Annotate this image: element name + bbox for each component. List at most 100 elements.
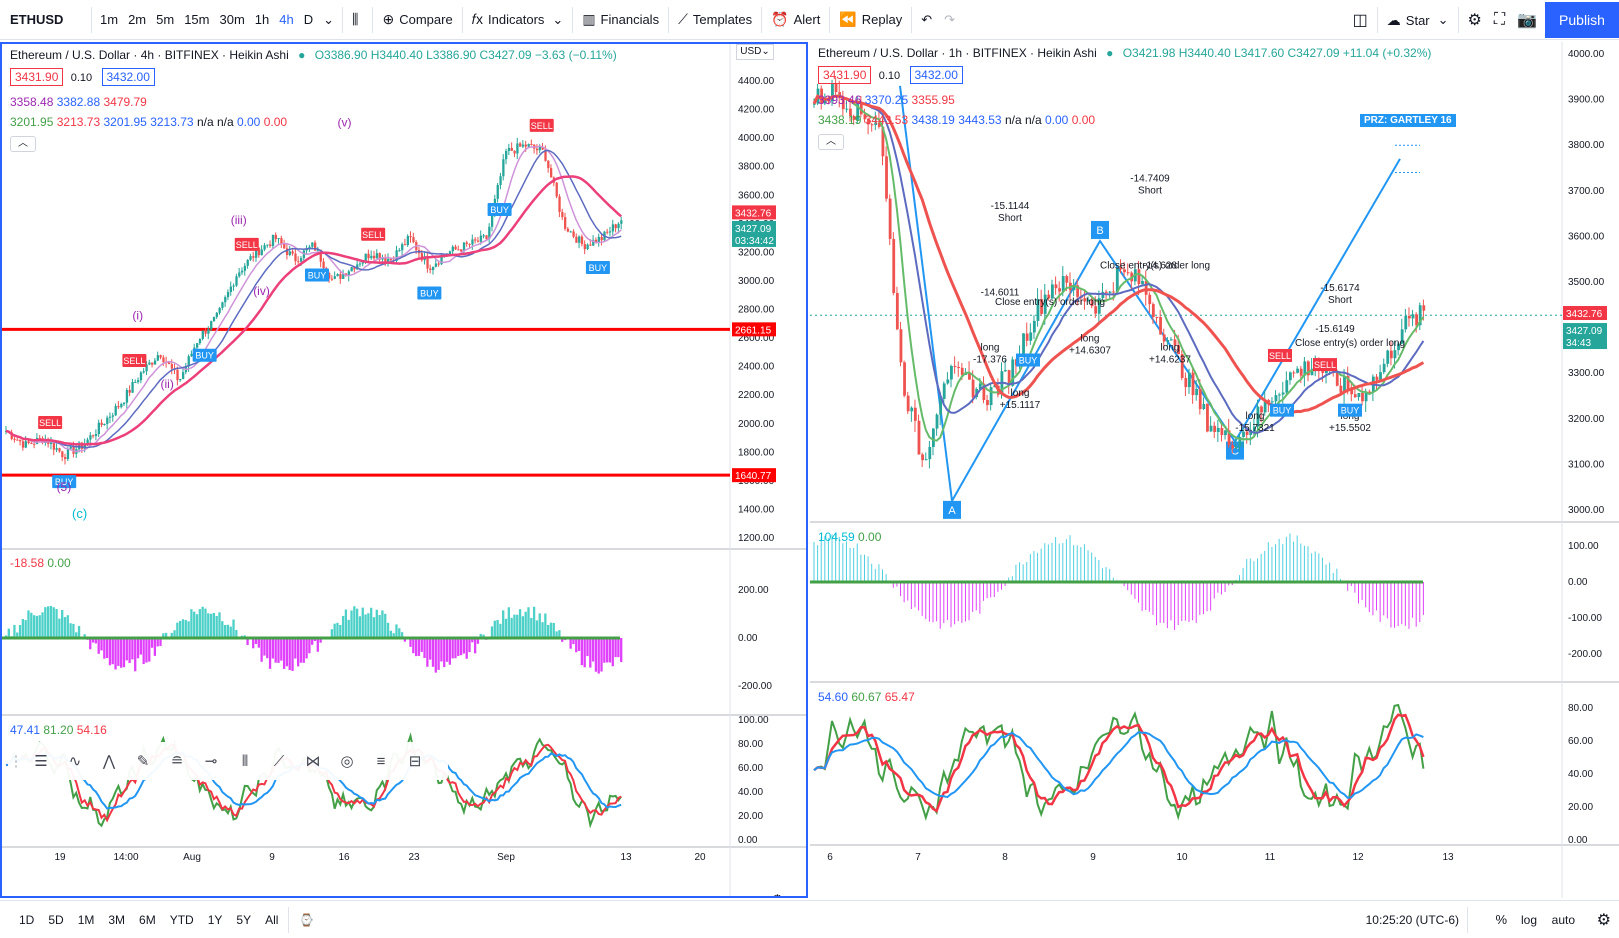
candle-body	[1072, 285, 1076, 291]
range-all[interactable]: All	[265, 912, 279, 927]
calendar-icon: ⌚	[299, 912, 315, 927]
pattern-tool-icon[interactable]: ⋈	[305, 753, 321, 770]
candle-body	[935, 414, 939, 429]
ray-tool-icon[interactable]: ⊸	[204, 753, 218, 770]
interval-30m[interactable]: 30m	[219, 12, 245, 27]
candle-body	[260, 249, 263, 256]
candle-body	[1076, 285, 1080, 297]
candle-body	[294, 253, 297, 262]
candle-body	[928, 446, 932, 460]
left-chart-pane[interactable]: 4400.004200.004000.003800.003600.003400.…	[0, 42, 808, 898]
drawing-toolbar: ⋮ ☰ ∿ ⋀ ✎ ≘ ⊸ ⫴ ⟋ ⋈ ◎ ≡ ⊟	[8, 742, 448, 780]
range-ytd[interactable]: YTD	[169, 912, 194, 927]
interval-5m[interactable]: 5m	[156, 12, 175, 27]
range-6m[interactable]: 6M	[139, 912, 156, 927]
candle-body	[353, 267, 356, 270]
time-tick: 13	[620, 852, 632, 863]
financials-button[interactable]: ▥ Financials	[576, 0, 665, 40]
interval-4h[interactable]: 4h	[279, 12, 294, 27]
ask-price[interactable]: 3432.00	[101, 68, 155, 86]
drag-handle[interactable]: ⋮	[8, 753, 24, 770]
star-button[interactable]: ☁ Star ⌄	[1381, 0, 1455, 40]
symbol-search[interactable]: ETHUSD	[10, 12, 64, 27]
candle-body	[946, 379, 950, 384]
candle-body	[316, 249, 320, 251]
range-3m[interactable]: 3M	[108, 912, 126, 927]
price-tick: 3000.00	[738, 276, 775, 287]
ma-price-tag-text: 3432.76	[735, 208, 772, 219]
bid-price[interactable]: 3431.90	[818, 66, 872, 84]
range-1y[interactable]: 1Y	[207, 912, 223, 927]
chevron-down-icon: ⌄	[1437, 12, 1449, 27]
rsi-tick: 80.00	[738, 739, 763, 750]
range-1d[interactable]: 1D	[19, 912, 35, 927]
candle-body	[1058, 288, 1062, 292]
candle-body	[252, 256, 255, 258]
snapshot-button[interactable]: 📷	[1511, 0, 1543, 40]
currency-button[interactable]: USD⌄	[736, 44, 774, 60]
ma-price-text: 3432.76	[1566, 309, 1603, 320]
bars-tool-icon[interactable]: ⫴	[241, 752, 249, 770]
range-5d[interactable]: 5D	[48, 912, 64, 927]
collapse-legend-button[interactable]: ︿	[818, 134, 844, 150]
replay-button[interactable]: ⏪ Replay	[833, 0, 908, 40]
osc-value: -18.58	[10, 556, 45, 570]
right-chart-canvas[interactable]: 4000.00 3900.00 3800.00 3700.00 3600.00 3500.…	[810, 42, 1619, 898]
layout-button[interactable]: ◫	[1347, 0, 1374, 40]
ask-price[interactable]: 3432.00	[909, 66, 963, 84]
trendline-tool-icon[interactable]: ⟋	[273, 752, 285, 770]
publish-button[interactable]: Publish	[1545, 2, 1619, 38]
interval-1m[interactable]: 1m	[100, 12, 119, 27]
range-1m[interactable]: 1M	[77, 912, 95, 927]
signal-buy	[305, 268, 329, 282]
settings-button[interactable]: ⚙	[1597, 910, 1611, 930]
templates-button[interactable]: ⟋ Templates	[672, 0, 758, 40]
goto-date-button[interactable]: ⌚	[292, 913, 321, 927]
candle-body	[274, 234, 277, 240]
interval-2m[interactable]: 2m	[128, 12, 147, 27]
undo-button[interactable]: ↶	[915, 0, 938, 40]
settings-button[interactable]: ⚙	[1462, 0, 1488, 40]
divider	[1457, 7, 1459, 33]
candle-body	[575, 236, 578, 243]
wave-tool-icon[interactable]: ∿	[68, 753, 82, 770]
point-label: C	[1231, 446, 1239, 458]
candle-body	[229, 286, 233, 292]
candle-body	[549, 168, 553, 178]
redo-button[interactable]: ↷	[938, 0, 961, 40]
auto-toggle[interactable]: auto	[1551, 912, 1575, 927]
right-chart-pane[interactable]: 4000.00 3900.00 3800.00 3700.00 3600.00 3500.…	[810, 42, 1619, 898]
candle-body	[204, 330, 207, 334]
interval-d[interactable]: D	[303, 12, 314, 27]
compare-button[interactable]: ⊕ Compare	[376, 0, 458, 40]
axis-settings-button[interactable]: ⚙	[772, 892, 783, 896]
lines-tool-icon[interactable]: ☰	[34, 753, 48, 770]
interval-1h[interactable]: 1h	[254, 12, 270, 27]
candle-body	[921, 454, 924, 461]
brush-tool-icon[interactable]: ✎	[136, 753, 150, 770]
alert-button[interactable]: ⏰ Alert	[765, 0, 826, 40]
fullscreen-button[interactable]: ⛶	[1488, 0, 1511, 40]
spiral-tool-icon[interactable]: ◎	[340, 753, 354, 770]
fib-tool-icon[interactable]: ≘	[170, 753, 184, 770]
time-tick: Sep	[497, 852, 515, 863]
chart-type-button[interactable]: ⫼	[346, 0, 369, 40]
settings-tool-icon[interactable]: ≡	[376, 752, 386, 770]
clock[interactable]: 10:25:20 (UTC-6)	[1365, 912, 1459, 927]
left-title: Ethereum / U.S. Dollar · 4h · BITFINEX ·…	[10, 48, 289, 62]
ma-price-tag	[1563, 306, 1607, 321]
percent-toggle[interactable]: %	[1495, 912, 1507, 927]
log-toggle[interactable]: log	[1520, 912, 1537, 927]
time-tick: 10	[1176, 852, 1188, 863]
candle-body	[1011, 359, 1015, 386]
indicators-button[interactable]: 𝑓x Indicators ⌄	[466, 0, 570, 40]
trade-annotation: Short	[1328, 295, 1352, 306]
bid-price[interactable]: 3431.90	[10, 68, 64, 86]
interval-dropdown[interactable]: ⌄	[318, 0, 339, 40]
candle-body	[283, 244, 286, 249]
range-5y[interactable]: 5Y	[236, 912, 252, 927]
abc-tool-icon[interactable]: ⋀	[102, 753, 116, 770]
interval-15m[interactable]: 15m	[184, 12, 210, 27]
more-tool-icon[interactable]: ⊟	[408, 753, 422, 770]
collapse-legend-button[interactable]: ︿	[10, 136, 36, 152]
